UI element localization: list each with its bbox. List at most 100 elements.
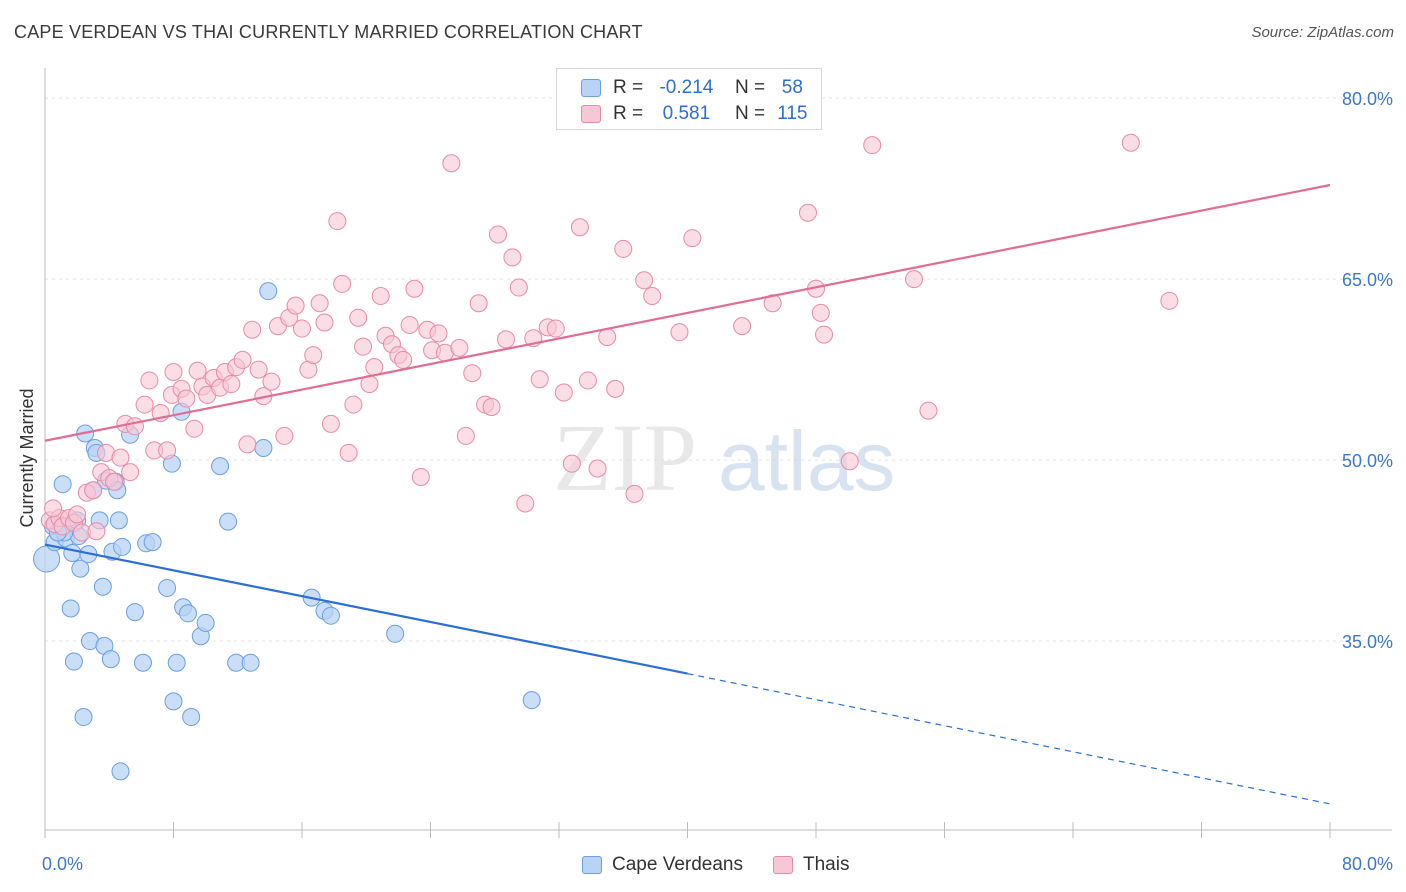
thai-point — [185, 419, 204, 438]
legend-swatch-blue — [581, 79, 601, 97]
thai-point — [463, 364, 482, 383]
thai-point — [140, 371, 159, 390]
cape-verdean-point — [167, 653, 186, 672]
cape-verdean-point — [219, 512, 238, 531]
cape-verdean-point — [109, 511, 128, 530]
y-tick-label: 80.0% — [1342, 89, 1393, 109]
thai-point — [411, 467, 430, 486]
cape-verdean-point — [211, 457, 230, 476]
legend-swatch-blue — [582, 856, 602, 874]
thai-point — [293, 319, 311, 338]
thai-point — [344, 395, 363, 414]
cape-verdean-point — [254, 439, 273, 457]
cape-verdean-point — [182, 708, 201, 727]
thai-point — [321, 414, 340, 433]
thai-point — [570, 218, 589, 237]
thai-point — [488, 225, 507, 244]
cape-verdean-point — [63, 543, 82, 562]
thai-point — [400, 315, 419, 334]
cape-verdean-point — [133, 653, 152, 672]
cape-verdean-point — [259, 282, 278, 301]
legend-swatch-pink — [773, 856, 793, 874]
thai-point — [554, 383, 573, 402]
thai-point — [275, 426, 294, 445]
legend-row-thais: R = 0.581 N = 115 — [581, 102, 814, 126]
thai-point — [469, 294, 488, 313]
thai-point — [304, 346, 323, 365]
legend-r-label: R = — [613, 77, 644, 98]
cape-verdean-point — [61, 599, 80, 618]
thai-point — [798, 203, 817, 222]
thai-point — [158, 441, 177, 460]
cape-verdean-point — [125, 603, 144, 622]
thai-point — [286, 296, 305, 315]
thai-point — [44, 499, 63, 518]
thai-point — [339, 443, 358, 462]
thai-point — [121, 463, 140, 482]
cape-verdean-point — [522, 691, 541, 710]
thai-point — [530, 370, 549, 389]
thai-point — [429, 324, 448, 343]
thai-point — [625, 484, 644, 503]
thai-trend-line — [44, 183, 1331, 442]
legend-n-label: N = — [734, 103, 766, 124]
thai-point — [68, 505, 87, 524]
thai-point — [635, 271, 654, 290]
thai-point — [811, 303, 830, 322]
thai-point — [815, 325, 834, 344]
thai-point — [588, 459, 607, 478]
thai-point — [904, 270, 923, 289]
cape-verdean-point — [178, 604, 197, 623]
thai-point — [243, 320, 262, 339]
thai-point — [371, 286, 390, 305]
legend-n-value: 115 — [777, 103, 808, 124]
thai-point — [177, 389, 196, 408]
legend-label-thais: Thais — [803, 854, 850, 875]
thai-point — [394, 350, 413, 369]
legend-n-value: 58 — [781, 77, 803, 98]
cape-verdean-point — [111, 762, 130, 781]
thai-point — [516, 494, 535, 513]
thai-point — [683, 229, 702, 248]
y-tick-label: 35.0% — [1342, 632, 1393, 652]
thai-point — [1160, 291, 1179, 310]
y-tick-label: 50.0% — [1342, 451, 1393, 471]
watermark-atlas: atlas — [718, 414, 895, 508]
thai-point — [233, 350, 252, 369]
thai-point — [315, 313, 334, 332]
thai-point — [84, 481, 103, 500]
thai-point — [546, 319, 565, 338]
thai-point — [496, 330, 515, 349]
thai-point — [919, 401, 938, 420]
legend-r-value: -0.214 — [659, 77, 714, 98]
thai-point — [135, 395, 154, 414]
watermark: ZIP atlas — [553, 404, 895, 511]
x-tick-label: 0.0% — [42, 854, 83, 874]
legend-r-value: 0.581 — [662, 103, 711, 124]
chart-source: Source: ZipAtlas.com — [1251, 24, 1394, 41]
y-tick-label: 65.0% — [1342, 270, 1393, 290]
trend-lines — [44, 183, 1331, 805]
cape-verdean-point — [113, 537, 132, 556]
series-thais-points — [40, 133, 1179, 542]
cape-verdean-point — [74, 708, 93, 727]
legend-swatch-pink — [581, 105, 601, 123]
x-tick-label: 80.0% — [1342, 854, 1393, 874]
cape-verdean-trend-line — [44, 543, 688, 675]
thai-point — [249, 360, 268, 379]
legend-label-cape-verdeans: Cape Verdeans — [612, 854, 743, 875]
thai-point — [840, 452, 859, 471]
thai-point — [111, 448, 130, 467]
thai-point — [442, 154, 461, 173]
cape-verdean-point — [93, 577, 112, 596]
thai-point — [614, 239, 633, 258]
legend-row-cape-verdeans: R = -0.214 N = 58 — [581, 76, 814, 100]
thai-point — [482, 397, 501, 416]
thai-point — [863, 136, 882, 155]
axes — [44, 68, 1392, 838]
cape-verdean-point — [241, 653, 260, 672]
series-legend: Cape Verdeans Thais — [582, 852, 849, 878]
chart-title: CAPE VERDEAN VS THAI CURRENTLY MARRIED C… — [14, 22, 643, 42]
thai-point — [578, 371, 597, 390]
